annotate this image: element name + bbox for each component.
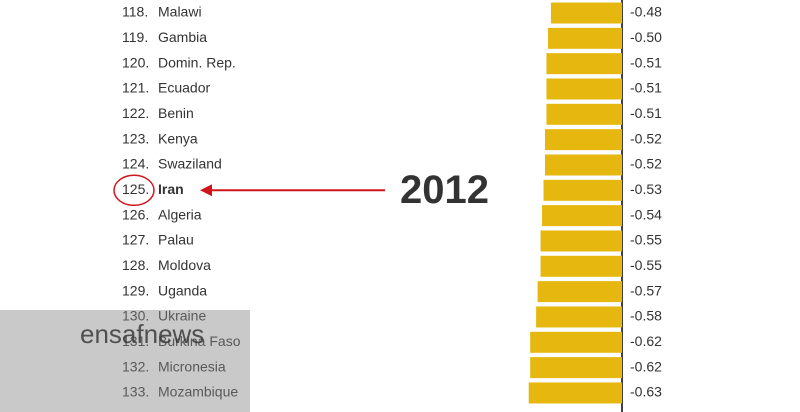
bar — [528, 382, 622, 404]
bar — [540, 230, 622, 252]
rank-label: 128. — [122, 257, 149, 273]
rank-label: 125. — [122, 181, 149, 197]
category-label: Moldova — [158, 257, 211, 273]
rank-label: 130. — [122, 308, 149, 324]
rank-label: 119. — [122, 29, 148, 45]
rank-label: 126. — [122, 206, 149, 222]
category-label: Palau — [158, 232, 194, 248]
bar — [540, 255, 622, 277]
bar — [543, 179, 622, 201]
watermark-box — [0, 310, 250, 412]
highlight-circle — [113, 174, 155, 207]
category-label: Swaziland — [158, 156, 222, 172]
rank-label: 129. — [122, 282, 149, 298]
category-label: Burkina Faso — [158, 333, 241, 349]
arrow-head — [200, 184, 212, 197]
annotation: 2012 — [400, 168, 489, 212]
value-label: -0.51 — [630, 54, 662, 70]
value-label: -0.55 — [630, 257, 662, 273]
value-label: -0.54 — [630, 206, 662, 222]
value-label: -0.50 — [630, 29, 662, 45]
rank-label: 132. — [122, 358, 149, 374]
rank-label: 121. — [122, 80, 149, 96]
category-label: Benin — [158, 105, 194, 121]
rank-label: 120. — [122, 54, 149, 70]
category-label: Kenya — [158, 130, 198, 146]
rank-label: 124. — [122, 156, 149, 172]
rank-label: 122. — [122, 105, 149, 121]
bar — [546, 103, 622, 125]
value-label: -0.51 — [630, 105, 662, 121]
category-label: Ukraine — [158, 308, 206, 324]
category-label: Iran — [158, 181, 184, 197]
value-label: -0.48 — [630, 4, 662, 20]
bar — [537, 281, 622, 303]
value-label: -0.52 — [630, 130, 662, 146]
value-label: -0.55 — [630, 232, 662, 248]
value-label: -0.51 — [630, 80, 662, 96]
rank-label: 133. — [122, 384, 149, 400]
value-label: -0.53 — [630, 181, 662, 197]
value-label: -0.62 — [630, 333, 662, 349]
bar — [536, 306, 622, 328]
category-label: Uganda — [158, 282, 207, 298]
bar — [546, 53, 622, 75]
category-label: Mozambique — [158, 384, 238, 400]
bar — [544, 154, 622, 176]
rank-label: 118. — [122, 4, 148, 20]
bar — [542, 205, 622, 227]
value-label: -0.62 — [630, 358, 662, 374]
category-label: Algeria — [158, 206, 202, 222]
bar — [530, 331, 622, 353]
category-label: Micronesia — [158, 358, 226, 374]
bar — [544, 129, 622, 151]
category-label: Domin. Rep. — [158, 54, 236, 70]
bar — [530, 357, 622, 379]
rank-label: 127. — [122, 232, 149, 248]
category-label: Malawi — [158, 4, 202, 20]
rank-label: 131. — [122, 333, 149, 349]
bar — [547, 27, 622, 49]
watermark: ensafnews — [80, 319, 204, 349]
category-label: Gambia — [158, 29, 207, 45]
rank-label: 123. — [122, 130, 149, 146]
bar — [546, 78, 622, 100]
value-label: -0.63 — [630, 384, 662, 400]
category-label: Ecuador — [158, 80, 210, 96]
value-label: -0.58 — [630, 308, 662, 324]
value-label: -0.52 — [630, 156, 662, 172]
bar — [550, 2, 622, 24]
value-label: -0.57 — [630, 282, 662, 298]
